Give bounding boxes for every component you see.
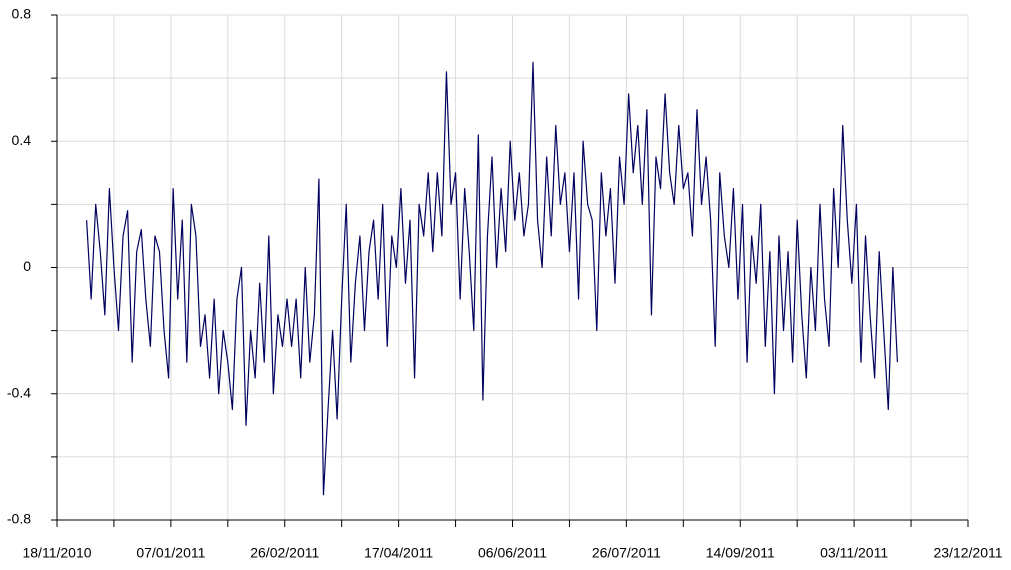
x-tick-label: 07/01/2011 bbox=[136, 545, 205, 561]
x-tick-label: 23/12/2011 bbox=[933, 545, 1002, 561]
x-tick-label: 26/02/2011 bbox=[250, 545, 319, 561]
y-tick-label: 0.8 bbox=[12, 6, 32, 22]
x-tick-label: 17/04/2011 bbox=[364, 545, 433, 561]
x-tick-label: 26/07/2011 bbox=[592, 545, 661, 561]
y-tick-label: -0.4 bbox=[7, 384, 31, 400]
y-tick-label: 0 bbox=[23, 258, 31, 274]
x-tick-label: 14/09/2011 bbox=[706, 545, 775, 561]
x-tick-label: 06/06/2011 bbox=[478, 545, 547, 561]
x-tick-label: 18/11/2010 bbox=[22, 545, 91, 561]
x-tick-label: 03/11/2011 bbox=[820, 545, 888, 561]
y-tick-label: -0.8 bbox=[7, 511, 31, 527]
data-line bbox=[86, 61, 898, 496]
y-tick-label: 0.4 bbox=[12, 132, 32, 148]
